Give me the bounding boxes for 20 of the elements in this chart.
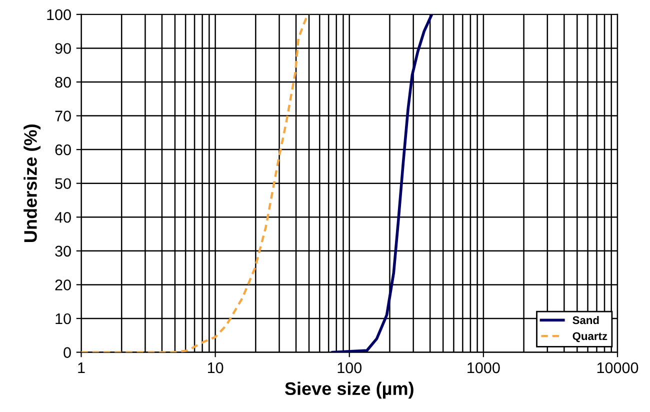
y-tick-label: 50 [55,178,71,190]
y-tick-label: 70 [55,110,71,122]
y-tick-label: 20 [55,280,71,290]
y-tick-label: 90 [55,43,71,54]
x-tick-label: 10000 [597,362,638,374]
x-tick-label: 100 [338,362,362,374]
y-tick-label: 0 [64,347,71,358]
y-tick-label: 40 [54,212,71,223]
legend-label: Quartz [572,332,608,342]
y-tick-label: 100 [47,9,71,20]
x-tick-label: 10 [208,362,224,374]
y-axis-title: Undersize (%) [24,124,40,242]
x-tick-label: 1000 [468,362,500,374]
x-axis-title: Sieve size (µm) [284,382,414,399]
legend-label: Sand [572,316,599,324]
y-tick-label: 30 [55,246,71,257]
x-tick-label: 1 [78,362,85,374]
y-tick-label: 80 [55,76,71,88]
y-tick-label: 10 [56,313,71,324]
y-tick-label: 60 [55,144,71,156]
